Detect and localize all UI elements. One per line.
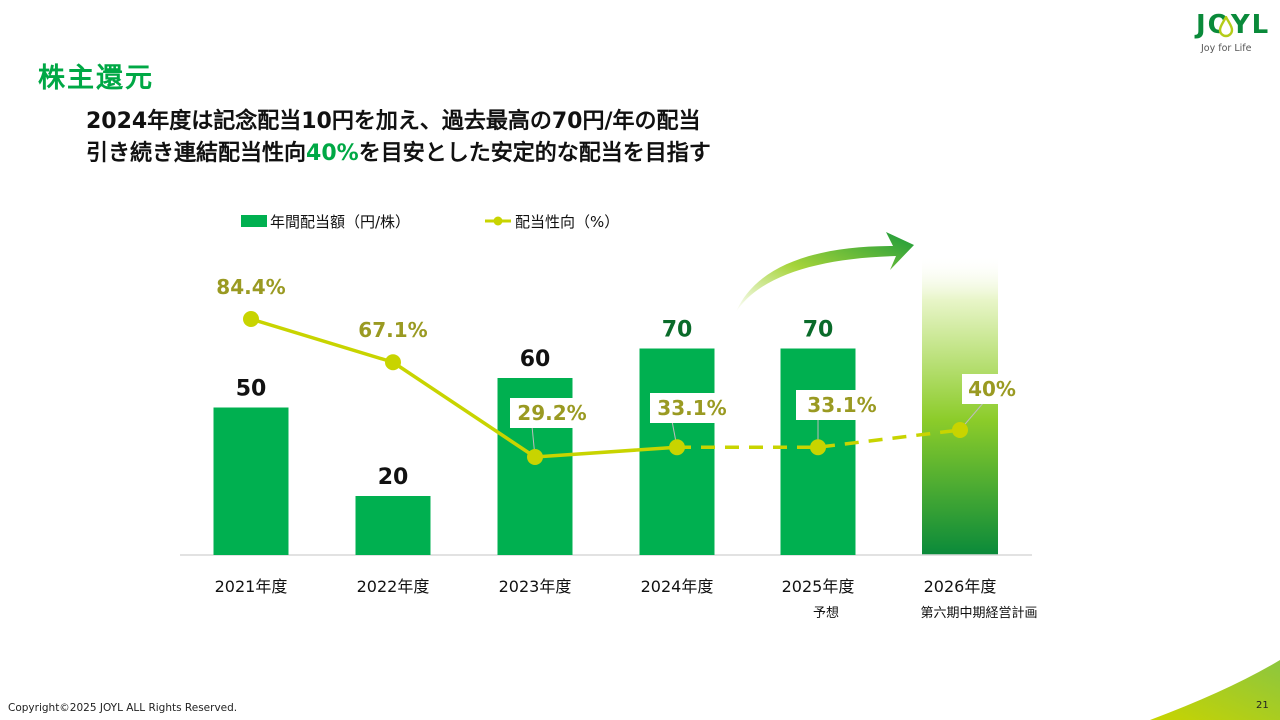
legend-label-line: 配当性向（%） [515,213,619,231]
headline-line-2: 引き続き連結配当性向40%を目安とした安定的な配当を目指す [86,138,711,170]
line-point-3 [669,439,685,456]
x-tick-label-3: 2024年度 [641,577,714,596]
line-point-5 [952,422,968,438]
logo: JOYL Joy for Life [1196,10,1270,58]
legend-swatch-bar [241,215,267,227]
line-label-box-3 [650,393,736,423]
line-point-1 [385,354,401,371]
line-value-label-5: 40% [968,377,1016,401]
headline-accent: 40% [306,141,359,166]
line-point-2 [527,449,543,465]
logo-tagline: Joy for Life [1201,43,1252,54]
growth-arrow [736,232,914,312]
line-value-label-1: 67.1% [358,318,427,342]
payout-line-actual [250,317,678,459]
line-value-label-3: 33.1% [657,396,726,420]
line-value-label-2: 29.2% [517,401,586,425]
bar-value-label-0: 50 [236,377,267,402]
headline-line-2-before: 引き続き連結配当性向 [86,141,307,166]
line-label-box-2 [510,398,594,428]
legend-label-bar: 年間配当額（円/株） [270,213,410,231]
bar-value-label-1: 20 [378,465,409,490]
section-title: 株主還元 [38,63,154,94]
line-point-0 [243,311,259,327]
x-tick-label-4: 2025年度 [782,577,855,596]
bar-value-label-2: 60 [520,347,551,372]
bar-value-label-3: 70 [662,318,693,343]
legend-swatch-marker [493,216,503,226]
x-sub-label-5: 第六期中期経営計画 [920,605,1037,621]
headline-line-1: 2024年度は記念配当10円を加え、過去最高の70円/年の配当 [86,109,701,134]
line-label-box-5 [962,374,1020,404]
chart-legend: 年間配当額（円/株） 配当性向（%） [241,213,619,231]
bar-value-label-4: 70 [803,318,834,343]
line-label-box-4 [796,390,884,420]
line-value-label-4: 33.1% [807,393,876,417]
x-tick-label-2: 2023年度 [499,577,572,596]
headline: 2024年度は記念配当10円を加え、過去最高の70円/年の配当 引き続き連結配当… [86,106,711,170]
headline-line-2-after: を目安とした安定的な配当を目指す [358,141,711,166]
plan-column-highlight [922,255,998,555]
line-value-label-0: 84.4% [216,275,285,299]
drop-icon [1218,16,1234,38]
bar-1 [355,496,431,555]
x-sub-label-4: 予想 [813,605,839,621]
x-tick-label-5: 2026年度 [924,577,997,596]
x-tick-label-1: 2022年度 [357,577,430,596]
x-tick-label-0: 2021年度 [215,577,288,596]
copyright-text: Copyright©2025 JOYL ALL Rights Reserved. [8,702,238,714]
line-point-4 [810,439,826,456]
logo-wordmark: JOYL [1196,10,1271,40]
bar-0 [213,407,289,555]
page-number: 21 [1256,700,1269,711]
